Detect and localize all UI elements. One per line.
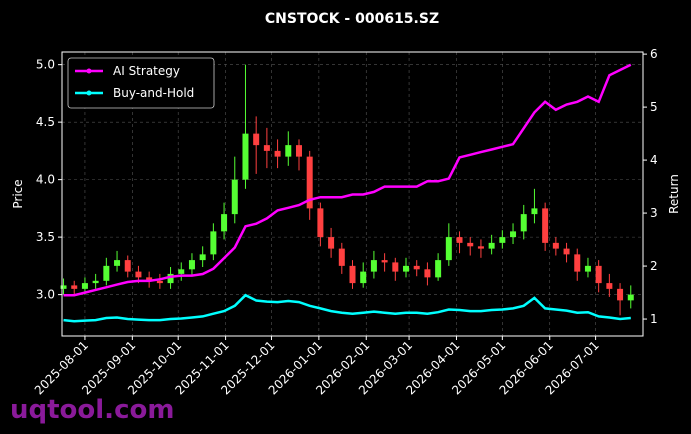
- candle-body: [595, 265, 602, 284]
- y-tick-label: 3.0: [36, 288, 55, 302]
- candle-body: [92, 280, 99, 284]
- candle-body: [263, 145, 270, 151]
- candle-body: [231, 179, 238, 215]
- candle-body: [381, 260, 388, 263]
- candle-body: [563, 248, 570, 255]
- y-tick-label: 5.0: [36, 58, 55, 72]
- candle-body: [188, 260, 195, 270]
- line-series: [63, 293, 631, 323]
- candle-body: [627, 294, 634, 301]
- y-tick-label: 4.0: [36, 173, 55, 187]
- candle-body: [477, 246, 484, 249]
- candle-body: [317, 208, 324, 238]
- legend: AI Strategy Buy-and-Hold: [67, 57, 215, 109]
- candle-body: [338, 248, 345, 266]
- candle-body: [552, 242, 559, 249]
- legend-marker: [86, 90, 92, 96]
- candle-body: [574, 254, 581, 272]
- candle-body: [253, 133, 260, 146]
- y-tick-label: 3.5: [36, 230, 55, 244]
- candle-body: [467, 242, 474, 247]
- y2-tick-label: 3: [650, 206, 658, 220]
- candle-body: [445, 237, 452, 261]
- candle-body: [103, 265, 110, 281]
- candle-body: [403, 265, 410, 272]
- candle-body: [360, 271, 367, 284]
- candle-body: [274, 150, 281, 157]
- candle-body: [520, 214, 527, 232]
- candle-body: [221, 214, 228, 232]
- candle-body: [424, 269, 431, 278]
- candle-body: [135, 271, 142, 278]
- candle-body: [456, 237, 463, 243]
- candle-body: [146, 277, 153, 281]
- candle-body: [413, 265, 420, 270]
- candle-body: [81, 283, 88, 289]
- candle-body: [156, 280, 163, 284]
- watermark: uqtool.com: [10, 395, 174, 425]
- candle-body: [167, 273, 174, 284]
- y2-tick-label: 1: [650, 312, 658, 326]
- candle-body: [435, 260, 442, 278]
- candle-body: [124, 260, 131, 272]
- candle-body: [370, 260, 377, 272]
- y2-tick-label: 2: [650, 259, 658, 273]
- y-tick-label: 4.5: [36, 115, 55, 129]
- candle-body: [210, 231, 217, 255]
- candle-body: [71, 285, 78, 289]
- legend-label: Buy-and-Hold: [113, 86, 194, 100]
- candle-body: [285, 145, 292, 157]
- y2-tick-label: 4: [650, 153, 658, 167]
- candle-body: [531, 208, 538, 215]
- y2-tick-label: 6: [650, 47, 658, 61]
- candle-body: [295, 145, 302, 157]
- candle-body: [60, 285, 67, 289]
- candle-body: [488, 242, 495, 249]
- candle-body: [114, 260, 121, 266]
- y2-tick-label: 5: [650, 100, 658, 114]
- candle-body: [392, 262, 399, 272]
- candle-body: [499, 237, 506, 243]
- y2-axis-label: Return: [667, 174, 681, 214]
- candle-body: [349, 265, 356, 284]
- candle-body: [242, 133, 249, 180]
- candle-body: [542, 208, 549, 243]
- candle-body: [617, 288, 624, 301]
- candle-body: [199, 254, 206, 261]
- candle-body: [584, 265, 591, 272]
- y-axis-label: Price: [11, 179, 25, 208]
- legend-marker: [86, 68, 92, 74]
- candle-body: [178, 269, 185, 274]
- legend-box: [67, 57, 215, 109]
- candle-body: [606, 283, 613, 289]
- candle-body: [328, 237, 335, 249]
- candle-body: [510, 231, 517, 238]
- line-series: [63, 63, 632, 297]
- plot-frame: [61, 51, 644, 337]
- candle-body: [306, 156, 313, 209]
- chart-title: CNSTOCK - 000615.SZ: [265, 11, 439, 27]
- legend-label: AI Strategy: [113, 64, 180, 78]
